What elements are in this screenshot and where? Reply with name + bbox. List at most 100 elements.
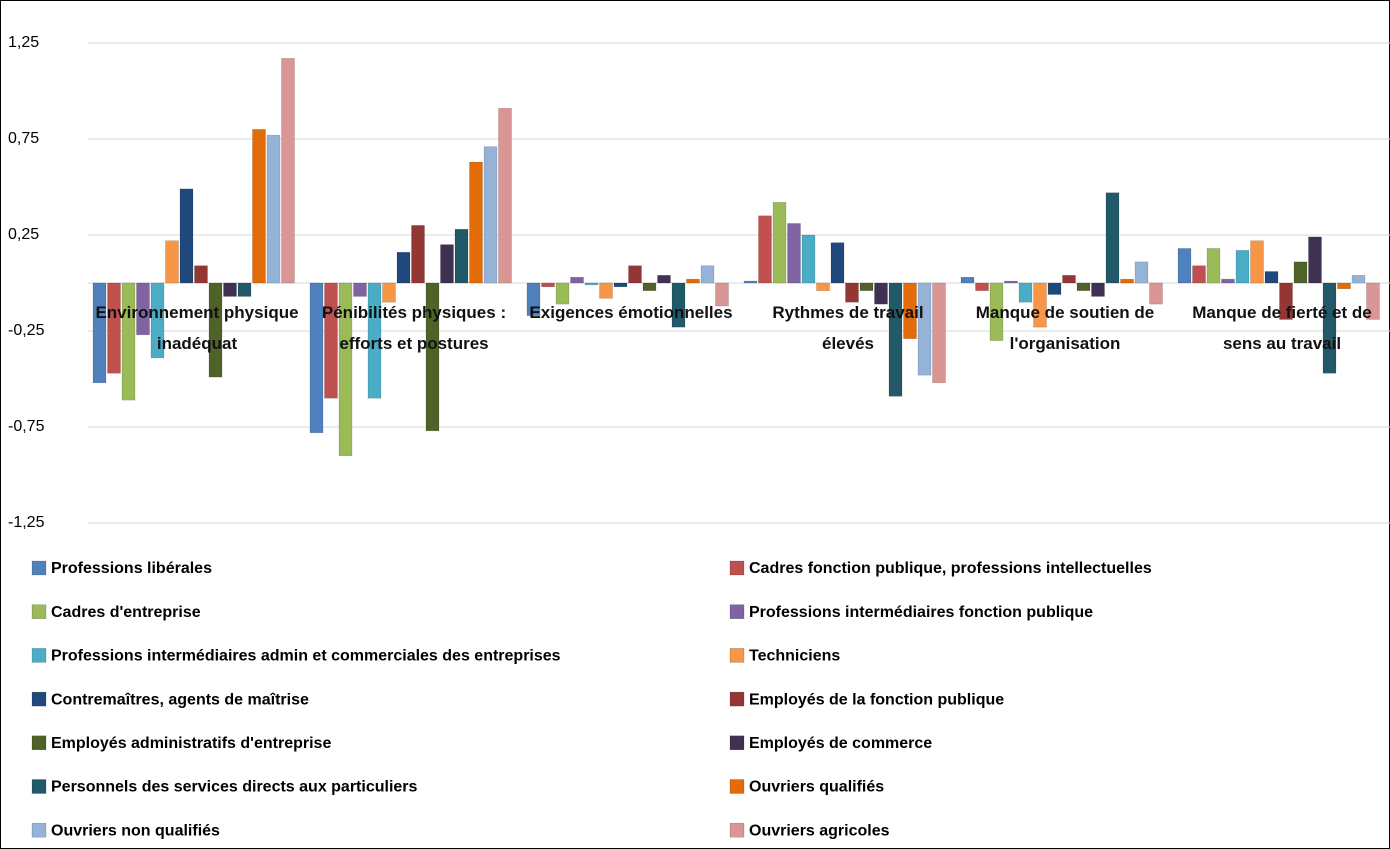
bar — [498, 108, 512, 284]
legend-swatch — [31, 735, 47, 751]
legend-label: Professions intermédiaires fonction publ… — [749, 604, 1093, 621]
bar — [628, 265, 642, 284]
legend-label: Ouvriers non qualifiés — [51, 822, 220, 839]
legend-label: Personnels des services directs aux part… — [51, 779, 418, 796]
bar — [136, 282, 150, 336]
bar — [903, 282, 917, 339]
bar — [1366, 282, 1380, 320]
bar — [1004, 280, 1018, 284]
bar — [367, 282, 382, 399]
bar — [266, 134, 281, 284]
bar — [787, 223, 801, 284]
bar — [309, 282, 324, 434]
bar — [642, 282, 657, 291]
bar — [1149, 282, 1163, 305]
bar — [758, 215, 772, 284]
bar — [121, 282, 136, 401]
bar — [1091, 282, 1105, 297]
bar — [107, 282, 121, 374]
bar — [1192, 265, 1206, 284]
legend-swatch — [31, 691, 47, 707]
bar — [1322, 282, 1337, 374]
bar — [1206, 248, 1221, 284]
y-tick-label: -0,25 — [8, 322, 45, 339]
bar — [92, 282, 107, 384]
legend-swatch — [729, 822, 745, 838]
bar — [700, 265, 715, 284]
bar — [599, 282, 613, 299]
bar — [1279, 282, 1293, 320]
bar — [353, 282, 367, 297]
legend-label: Contremaîtres, agents de maîtrise — [51, 691, 309, 708]
bar — [989, 282, 1004, 341]
bar — [483, 146, 498, 284]
bar — [1018, 282, 1033, 303]
bar — [324, 282, 338, 399]
bar — [1076, 282, 1091, 291]
bar — [845, 282, 859, 303]
bar — [1351, 275, 1366, 284]
y-tick-label: 0,25 — [8, 226, 39, 243]
bar — [425, 282, 440, 432]
bar — [526, 282, 541, 316]
bar — [541, 282, 555, 288]
bar — [396, 252, 411, 284]
bar — [1221, 278, 1235, 284]
bar — [1047, 282, 1062, 295]
x-tick-label: Rythmes de travail élevés — [772, 303, 924, 353]
bar — [743, 280, 758, 284]
bar — [165, 240, 179, 284]
x-tick-label: Exigences émotionnelles — [529, 303, 733, 322]
x-tick-label: Manque de soutien de l'organisation — [975, 303, 1155, 353]
y-tick-label: 1,25 — [8, 34, 39, 51]
bar — [194, 265, 208, 284]
legend-swatch — [31, 560, 47, 576]
bar — [1120, 278, 1134, 284]
legend-swatch — [729, 779, 745, 794]
legend-label: Techniciens — [749, 648, 840, 665]
bar — [657, 275, 671, 284]
legend-label: Employés de commerce — [749, 735, 932, 752]
legend-swatch — [31, 822, 47, 838]
bar — [584, 282, 599, 286]
legend-swatch — [729, 735, 745, 751]
bar — [874, 282, 888, 305]
bar — [772, 202, 787, 284]
legend-label: Ouvriers agricoles — [749, 822, 890, 839]
bar — [1105, 192, 1120, 284]
bar — [208, 282, 223, 378]
legend-swatch — [729, 691, 745, 707]
legend-label: Professions libérales — [51, 560, 212, 577]
bar — [975, 282, 989, 291]
bar — [252, 129, 266, 284]
legend-swatch — [31, 648, 47, 663]
legend-swatch — [729, 604, 745, 619]
bar — [932, 282, 946, 384]
y-tick-label: -0,75 — [8, 418, 45, 435]
legend-label: Employés administratifs d'entreprise — [51, 735, 331, 752]
bar — [382, 282, 396, 303]
bar — [1308, 236, 1322, 284]
bar — [440, 244, 454, 284]
bar — [1235, 250, 1250, 284]
legend-swatch — [729, 648, 745, 663]
bar — [801, 234, 816, 284]
bar — [555, 282, 570, 305]
bar — [1250, 240, 1264, 284]
bar — [960, 276, 975, 284]
bar — [454, 228, 469, 284]
bar — [1062, 275, 1076, 284]
bar — [1033, 282, 1047, 328]
bar — [1293, 261, 1308, 284]
x-tick-label: Manque de fierté et de sens au travail — [1192, 303, 1372, 353]
bar — [570, 276, 584, 284]
bar — [469, 161, 483, 284]
legend-label: Cadres fonction publique, professions in… — [749, 560, 1152, 577]
bar — [715, 282, 729, 307]
bar — [1177, 248, 1192, 284]
y-tick-label: -1,25 — [8, 514, 45, 531]
bar — [1337, 282, 1351, 290]
